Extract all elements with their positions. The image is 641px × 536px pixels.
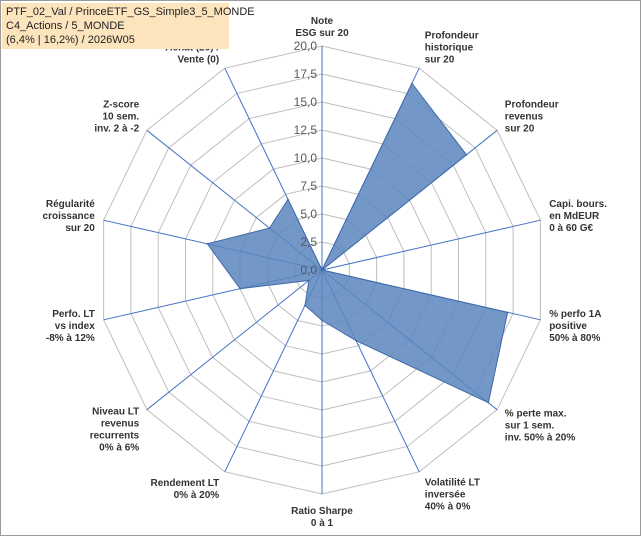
axis-label-line: Z-score — [103, 99, 140, 110]
data-point — [506, 311, 509, 314]
axis-label-line: Note — [311, 16, 334, 27]
radar-spoke — [321, 219, 541, 271]
axis-label-line: inversée — [425, 489, 466, 500]
radar-tick-labels: 0,0 2,5 5,0 7,5 10,0 12,5 15,0 17,5 20,0 — [294, 39, 318, 277]
data-point — [268, 227, 271, 229]
axis-label-line: Volatilité LT — [425, 477, 480, 488]
axis-label-line: inv. 2 à -2 — [94, 123, 139, 134]
data-point — [287, 198, 289, 201]
tick-label: 2,5 — [300, 235, 317, 249]
axis-label-line: Vente (0) — [178, 55, 220, 66]
tick-label: 10,0 — [294, 151, 318, 165]
data-point — [304, 304, 306, 307]
axis-label-line: 0% à 20% — [174, 490, 220, 501]
data-point — [465, 154, 468, 156]
header-line-2: C4_Actions / 5_MONDE — [6, 20, 125, 32]
axis-label-line: Capi. bours. — [549, 199, 607, 210]
axis-label: Rendement LT0% à 20% — [150, 478, 219, 501]
axis-label-line: positive — [549, 321, 587, 332]
header-line-1: PTF_02_Val / PrinceETF_GS_Simple3_5_MOND… — [6, 6, 255, 18]
axis-label-line: sur 20 — [65, 223, 95, 234]
axis-label-line: recurrents — [90, 430, 140, 441]
data-point — [308, 279, 310, 282]
axis-label-line: Régularité — [46, 199, 95, 210]
axis-label-line: Rendement LT — [150, 478, 219, 489]
axis-label-line: Ratio Sharpe — [291, 506, 353, 517]
axis-label-line: % perfo 1A — [549, 309, 601, 320]
axis-label-line: Perfo. LT — [52, 309, 95, 320]
tick-label: 12,5 — [294, 123, 318, 137]
data-point — [206, 243, 209, 245]
axis-label-line: 10 sem. — [102, 111, 139, 122]
axis-label-line: Profondeur — [425, 31, 479, 42]
axis-label-line: 0 à 1 — [311, 518, 334, 529]
data-point — [239, 287, 241, 290]
tick-label: 20,0 — [294, 39, 318, 53]
radar-series — [206, 82, 509, 404]
axis-label-line: historique — [425, 43, 474, 54]
data-point — [411, 82, 413, 85]
axis-label-line: revenus — [101, 418, 140, 429]
data-point — [321, 319, 323, 322]
axis-label-line: -8% à 12% — [46, 333, 95, 344]
axis-label-line: 40% à 0% — [425, 501, 471, 512]
header-line-3: (6,4% | 16,2%) / 2026W05 — [6, 34, 135, 46]
axis-label-line: 0 à 60 G€ — [549, 223, 593, 234]
axis-label-line: Profondeur — [505, 99, 559, 110]
tick-label: 15,0 — [294, 95, 318, 109]
tick-label: 5,0 — [300, 207, 317, 221]
axis-label-line: 50% à 80% — [549, 333, 600, 344]
axis-label-line: inv. 50% à 20% — [505, 433, 576, 444]
axis-label-line: Niveau LT — [92, 406, 139, 417]
data-point — [355, 339, 357, 342]
data-point — [321, 269, 323, 271]
chart-header-box: PTF_02_Val / PrinceETF_GS_Simple3_5_MOND… — [2, 3, 255, 49]
tick-label: 17,5 — [294, 67, 318, 81]
axis-label-line: sur 20 — [505, 123, 535, 134]
axis-label: % perte max.sur 1 sem.inv. 50% à 20% — [505, 409, 576, 444]
axis-label-line: 0% à 6% — [99, 442, 139, 453]
axis-label-line: sur 20 — [425, 55, 455, 66]
radar-spoke — [146, 269, 323, 411]
axis-label-line: % perte max. — [505, 409, 567, 420]
data-point — [487, 401, 490, 404]
axis-label-line: ESG sur 20 — [295, 28, 349, 39]
series-area — [206, 82, 509, 404]
tick-label: 0,0 — [300, 263, 317, 277]
axis-label-line: sur 1 sem. — [505, 421, 555, 432]
axis-label-line: en MdEUR — [549, 211, 600, 222]
axis-label-line: vs index — [55, 321, 95, 332]
axis-label-line: revenus — [505, 111, 544, 122]
axis-label-line: croissance — [43, 211, 96, 222]
tick-label: 7,5 — [300, 179, 317, 193]
